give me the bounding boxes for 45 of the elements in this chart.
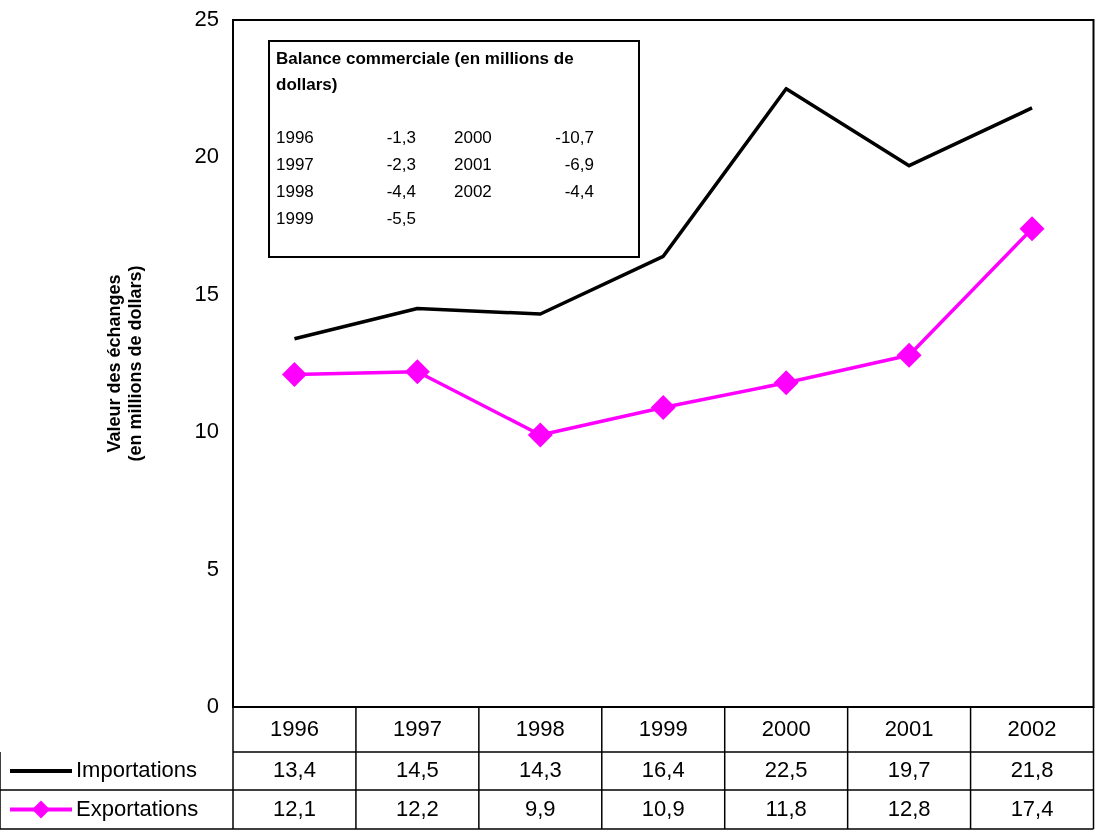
point	[282, 362, 307, 387]
y-tick-label: 0	[206, 693, 219, 719]
text: 2002 -4,4	[454, 182, 594, 201]
data-label: 11,8	[765, 795, 807, 821]
text: 1997 -2,3	[276, 155, 416, 174]
text: 2001 -6,9	[454, 155, 594, 174]
text: 2000 -10,7	[454, 128, 594, 147]
x-tick-label: 1998	[515, 715, 565, 741]
legend-label: Exportations	[76, 795, 199, 821]
data-label: 12,1	[273, 795, 316, 821]
point	[1020, 217, 1044, 241]
data-label: 12,8	[887, 795, 931, 821]
legend-label: Importations	[76, 757, 198, 783]
point	[897, 343, 921, 368]
point	[528, 423, 553, 447]
data-label: 19,7	[887, 757, 931, 783]
data-label: 12,2	[395, 795, 439, 821]
text: 1996 -1,3	[276, 128, 416, 147]
text: 1998 -4,4	[276, 182, 416, 201]
x-tick-label: 1996	[269, 715, 319, 741]
x-tick-label: 2002	[1007, 715, 1057, 741]
point	[651, 395, 675, 420]
data-label: 9,9	[525, 795, 556, 821]
data-label: 17,4	[1010, 795, 1054, 821]
y-tick-label: 5	[206, 555, 219, 581]
y-tick-label: 10	[194, 418, 219, 444]
y-tick-label: 20	[194, 143, 219, 169]
point	[405, 359, 430, 384]
data-label: 10,9	[641, 795, 685, 821]
x-tick-label: 1997	[392, 715, 442, 741]
x-tick-label: 2000	[761, 715, 811, 741]
x-tick-label: 1999	[638, 715, 688, 741]
data-label: 22,5	[764, 757, 808, 783]
x-tick-label: 2001	[884, 715, 934, 741]
y-tick-label: 15	[194, 280, 219, 306]
y-tick-label: 25	[194, 6, 219, 32]
data-label: 21,8	[1010, 757, 1054, 783]
data-label: 16,4	[641, 757, 685, 783]
point	[774, 370, 798, 395]
data-label: 14,5	[395, 757, 439, 783]
annotation: Balance commerciale (en millions de dollars)	[276, 48, 575, 96]
text: 1999 -5,5	[276, 209, 416, 228]
data-label: 14,3	[518, 757, 562, 783]
data-label: 13,4	[273, 757, 316, 783]
y-axis-title: Valeur des échanges (en millions de dollars)	[103, 265, 146, 462]
